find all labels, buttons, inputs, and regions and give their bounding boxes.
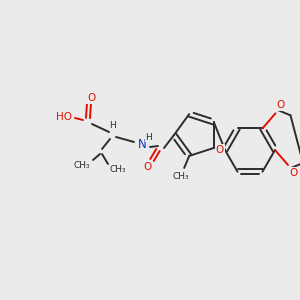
Text: H: H	[146, 133, 152, 142]
Text: O: O	[144, 162, 152, 172]
Text: O: O	[216, 145, 224, 155]
Text: CH₃: CH₃	[74, 161, 90, 170]
Text: HO: HO	[56, 112, 72, 122]
Text: CH₃: CH₃	[173, 172, 190, 182]
Text: CH₃: CH₃	[110, 164, 126, 173]
Text: H: H	[110, 121, 116, 130]
Text: O: O	[87, 93, 95, 103]
Text: N: N	[138, 139, 146, 152]
Text: O: O	[289, 168, 297, 178]
Text: O: O	[276, 100, 285, 110]
